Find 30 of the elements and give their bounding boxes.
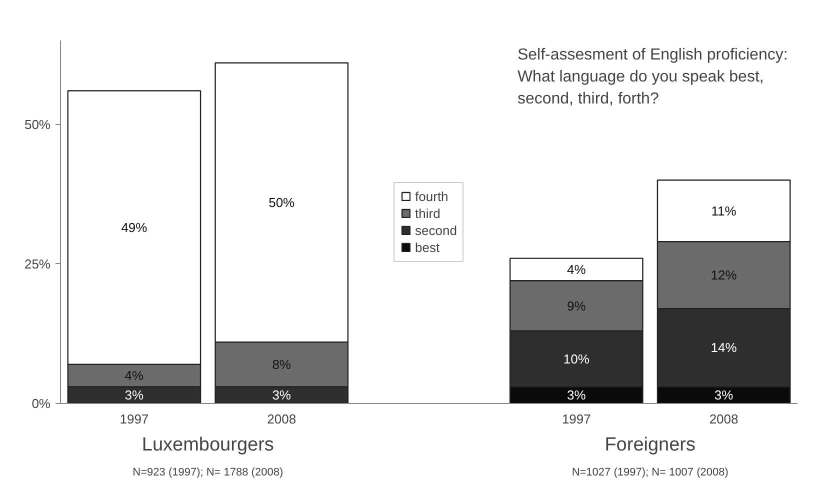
text: 4% <box>124 368 144 384</box>
x-tick-label: 1997 <box>562 412 591 426</box>
legend-label: third <box>415 206 440 220</box>
text: 50% <box>268 194 295 210</box>
text: 11% <box>711 203 736 218</box>
text: 3% <box>272 388 291 403</box>
text: 14% <box>710 340 737 356</box>
text: N=923 (1997); N= 1788 (2008) <box>132 466 284 478</box>
y-tick-label: 0% <box>32 396 51 411</box>
text: Self-assesment of English proficiency: What language do you speak best, second, third, forth? <box>517 46 788 108</box>
y-tick-label: 25% <box>24 256 51 272</box>
text: 9% <box>567 298 586 314</box>
text: 10% <box>563 351 590 366</box>
text: 49% <box>121 220 148 236</box>
legend-label: best <box>415 240 440 254</box>
text: 8% <box>272 356 291 372</box>
legend-label: second <box>415 222 457 238</box>
text: Luxembourgers <box>142 434 274 456</box>
y-tick-label: 50% <box>24 116 51 132</box>
text: N=1027 (1997); N= 1007 (2008) <box>572 466 728 478</box>
x-tick-label: 2008 <box>709 412 738 426</box>
text: 3% <box>714 388 734 403</box>
x-tick-label: 1997 <box>120 412 149 426</box>
text: Foreigners <box>604 434 696 456</box>
text: 3% <box>124 388 144 403</box>
text: 4% <box>567 262 586 277</box>
legend-label: fourth <box>415 188 448 204</box>
text: 3% <box>567 388 586 403</box>
x-tick-label: 2008 <box>267 412 296 426</box>
text: 12% <box>710 268 737 283</box>
